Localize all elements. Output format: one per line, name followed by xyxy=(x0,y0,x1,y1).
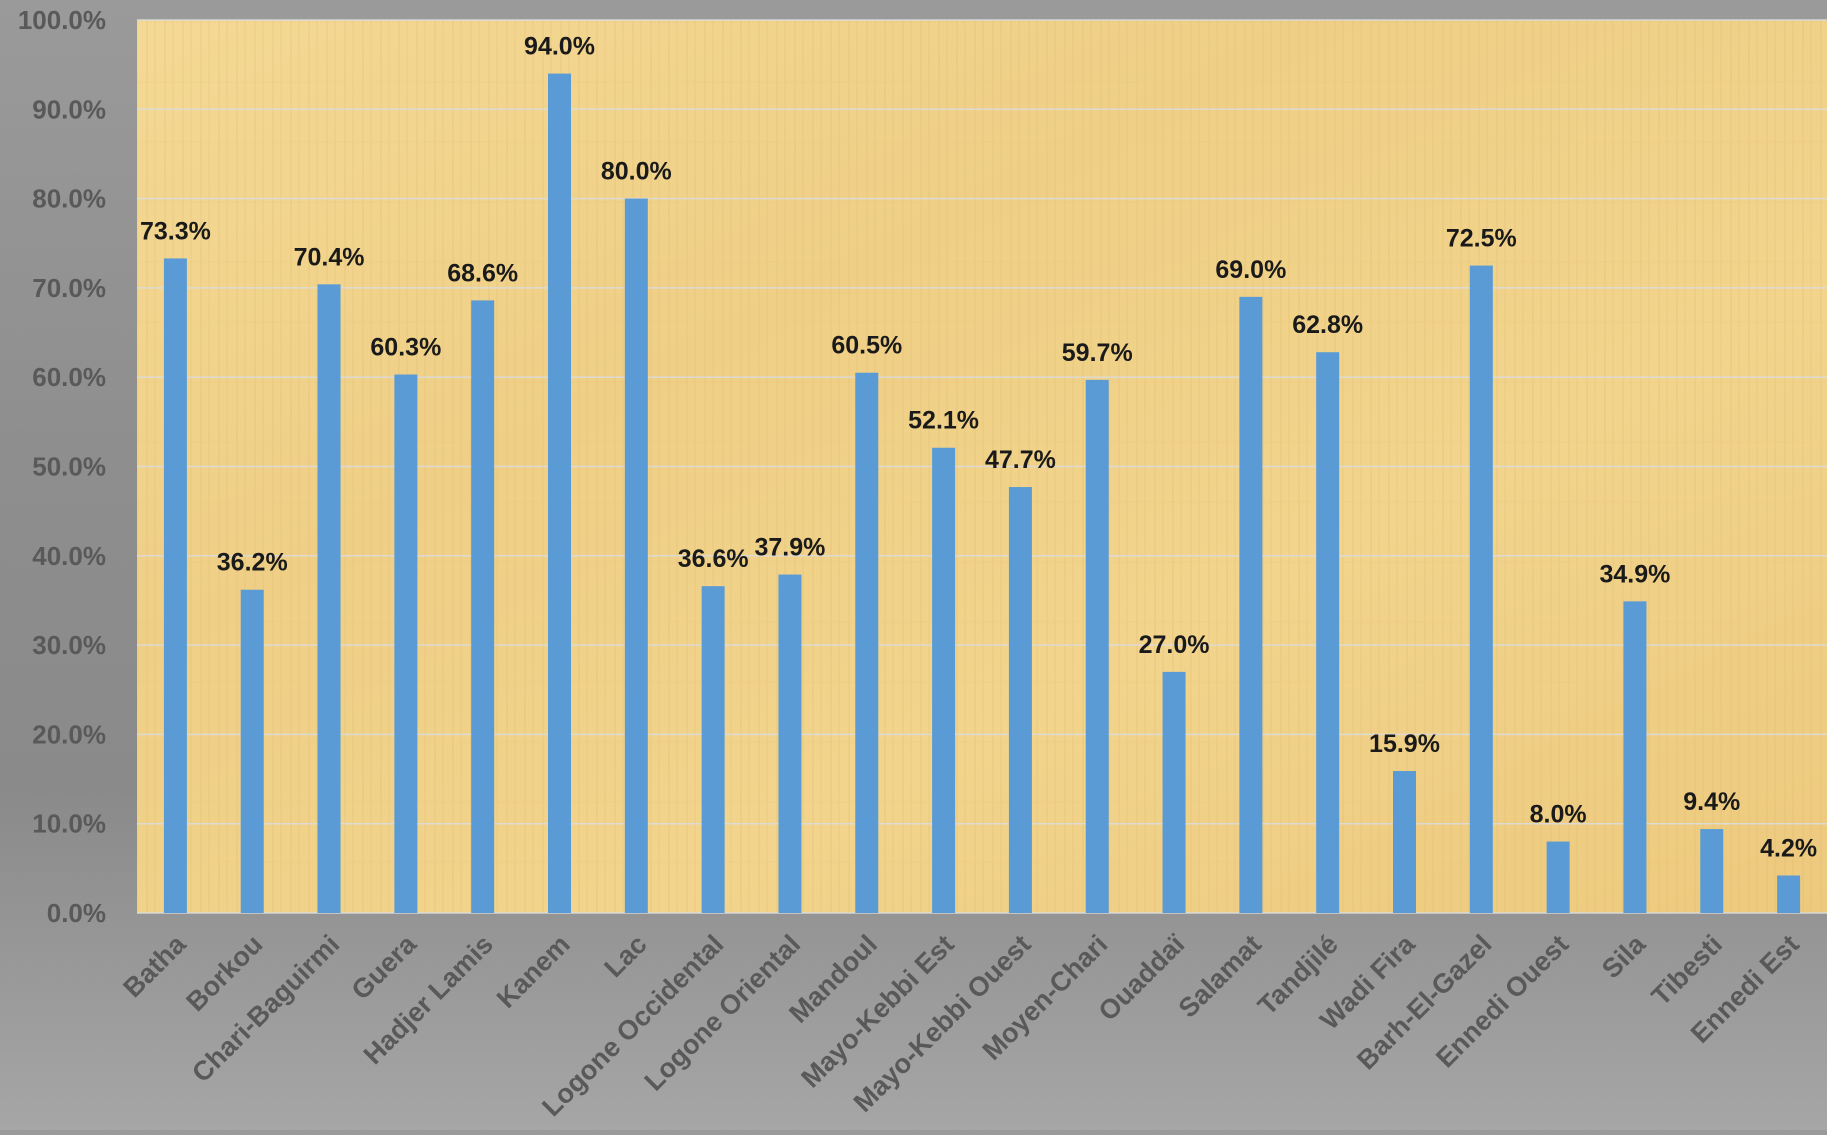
y-tick-label: 30.0% xyxy=(32,630,106,660)
x-tick-label: Lac xyxy=(598,929,652,983)
data-label: 36.6% xyxy=(678,545,749,573)
data-label: 37.9% xyxy=(755,534,826,562)
bar xyxy=(701,586,725,913)
x-tick-label: Salamat xyxy=(1173,929,1267,1023)
data-label: 80.0% xyxy=(601,158,672,186)
data-label: 68.6% xyxy=(447,259,518,287)
y-tick-label: 80.0% xyxy=(32,184,106,214)
bar xyxy=(163,258,187,913)
bar xyxy=(548,73,571,913)
x-tick-label: Barh-El-Gazel xyxy=(1351,929,1497,1075)
x-tick-label: Kanem xyxy=(491,929,576,1014)
data-label: 94.0% xyxy=(524,33,595,61)
bar xyxy=(932,447,956,913)
data-label: 60.3% xyxy=(370,334,441,362)
data-label: 69.0% xyxy=(1215,256,1286,284)
data-labels: 73.3% 36.2% 70.4% 60.3% 68.6% 94.0% 80.0% 36.6%… xyxy=(140,33,1817,863)
x-tick-label: Ouaddaï xyxy=(1093,928,1192,1027)
bar xyxy=(1623,601,1647,913)
data-label: 4.2% xyxy=(1760,834,1817,862)
data-label: 73.3% xyxy=(140,217,211,245)
y-tick-label: 0.0% xyxy=(47,898,106,928)
x-tick-label: Batha xyxy=(117,928,192,1003)
data-label: 52.1% xyxy=(908,407,979,435)
bar xyxy=(1008,487,1032,913)
y-tick-label: 40.0% xyxy=(32,541,106,571)
bar xyxy=(1239,296,1263,914)
x-tick-label: Guera xyxy=(346,928,423,1005)
x-tick-label: Ennedi Ouest xyxy=(1430,929,1574,1073)
data-label: 70.4% xyxy=(294,243,365,271)
data-label: 8.0% xyxy=(1530,801,1587,829)
y-tick-label: 50.0% xyxy=(32,452,106,482)
data-label: 62.8% xyxy=(1292,311,1363,339)
y-tick-label: 20.0% xyxy=(32,719,106,749)
y-tick-label: 100.0% xyxy=(18,5,106,35)
y-tick-label: 70.0% xyxy=(32,273,106,303)
y-tick-label: 60.0% xyxy=(32,362,106,392)
x-tick-label: Sila xyxy=(1596,928,1652,984)
bar xyxy=(1316,352,1340,913)
bar xyxy=(317,284,341,913)
bar xyxy=(855,372,879,913)
bar xyxy=(1700,829,1724,913)
bar xyxy=(1085,379,1109,913)
data-label: 27.0% xyxy=(1139,631,1210,659)
bar xyxy=(1393,771,1416,913)
bar xyxy=(394,374,418,913)
y-axis: 0.0% 10.0% 20.0% 30.0% 40.0% 50.0% 60.0% 70.0% 8… xyxy=(18,5,106,928)
bar xyxy=(1162,671,1186,913)
data-label: 72.5% xyxy=(1446,225,1517,253)
gridlines xyxy=(137,19,1827,914)
data-label: 34.9% xyxy=(1600,560,1671,588)
data-label: 36.2% xyxy=(217,549,288,577)
data-label: 15.9% xyxy=(1369,730,1440,758)
data-label: 47.7% xyxy=(985,446,1056,474)
y-tick-label: 90.0% xyxy=(32,94,106,124)
bar xyxy=(240,589,264,913)
bar xyxy=(624,198,648,914)
bar xyxy=(778,574,802,913)
bar xyxy=(471,300,495,914)
data-label: 59.7% xyxy=(1062,339,1133,367)
data-label: 9.4% xyxy=(1683,788,1740,816)
bars xyxy=(163,73,1801,914)
data-label: 60.5% xyxy=(831,332,902,360)
bar xyxy=(1777,875,1801,913)
bar xyxy=(1469,265,1493,913)
bar xyxy=(1546,841,1570,913)
y-tick-label: 10.0% xyxy=(32,809,106,839)
